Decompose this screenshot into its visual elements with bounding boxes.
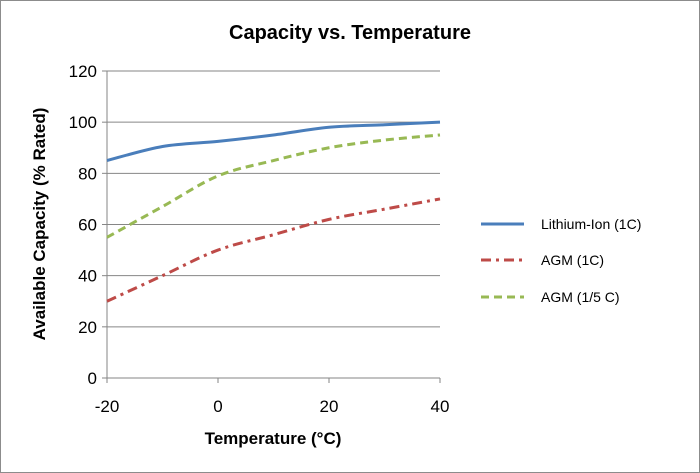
x-tick-label: 40 (431, 397, 450, 416)
series-lines (106, 120, 441, 303)
x-tick-label: -20 (95, 397, 120, 416)
chart-title: Capacity vs. Temperature (229, 22, 471, 44)
y-tick-label: 40 (78, 267, 97, 286)
x-tick-label: 20 (320, 397, 339, 416)
legend-label-agm-1-5-c: AGM (1/5 C) (541, 289, 620, 305)
y-axis-title: Available Capacity (% Rated) (30, 108, 49, 341)
y-tick-label: 0 (88, 369, 97, 388)
legend: Lithium-Ion (1C) AGM (1C) AGM (1/5 C) (481, 216, 641, 305)
legend-label-agm-1c: AGM (1C) (541, 252, 604, 268)
x-tick-label: 0 (213, 397, 222, 416)
series-line-lithium-ion-1c (106, 120, 441, 162)
y-tick-label: 80 (78, 164, 97, 183)
y-tick-labels: 0 20 40 60 80 100 120 (69, 62, 97, 388)
y-tick-label: 120 (69, 62, 97, 81)
y-tick-label: 20 (78, 318, 97, 337)
y-tick-label: 100 (69, 113, 97, 132)
series-line-agm-1c (106, 197, 441, 303)
grid-lines (107, 70, 440, 328)
axes (102, 70, 441, 383)
x-tick-labels: -20 0 20 40 (95, 397, 450, 416)
x-axis-title: Temperature (°C) (205, 429, 342, 448)
series-line-agm-1-5-c (106, 133, 441, 239)
y-tick-label: 60 (78, 216, 97, 235)
legend-label-lithium-ion-1c: Lithium-Ion (1C) (541, 216, 641, 232)
